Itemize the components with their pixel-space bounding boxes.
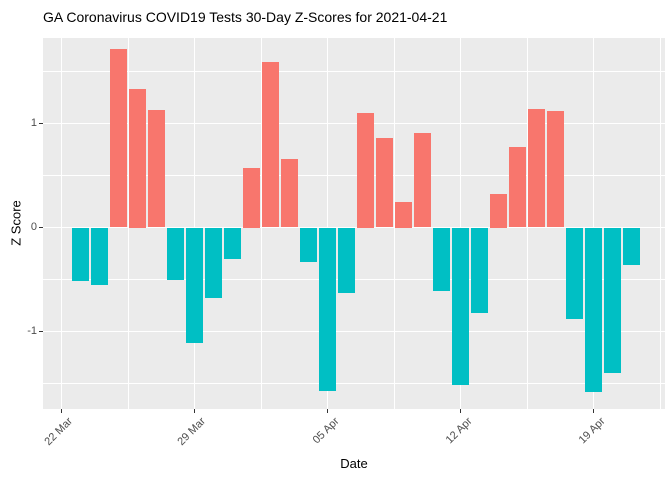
bar-17-apr bbox=[547, 111, 564, 228]
x-tick-mark bbox=[460, 409, 461, 413]
x-tick-mark bbox=[61, 409, 62, 413]
bar-02-apr bbox=[262, 62, 279, 228]
minor-gridline-x bbox=[260, 38, 262, 409]
bar-29-mar bbox=[186, 227, 203, 343]
minor-gridline-y bbox=[43, 175, 665, 176]
x-tick-mark bbox=[327, 409, 328, 413]
major-gridline-y bbox=[43, 122, 665, 125]
x-tick-label: 22 Mar bbox=[42, 415, 76, 448]
bar-06-apr bbox=[338, 227, 355, 294]
bar-23-mar bbox=[72, 227, 89, 281]
x-tick-mark bbox=[593, 409, 594, 413]
minor-gridline-y bbox=[43, 71, 665, 72]
bar-25-mar bbox=[110, 48, 127, 228]
minor-gridline-x bbox=[127, 38, 129, 409]
major-gridline-x bbox=[326, 38, 329, 409]
plot-panel bbox=[43, 38, 665, 409]
x-tick-label: 12 Apr bbox=[443, 415, 475, 447]
bar-12-apr bbox=[452, 227, 469, 385]
minor-gridline-x bbox=[659, 38, 661, 409]
bar-21-apr bbox=[623, 227, 640, 265]
bar-01-apr bbox=[243, 168, 260, 228]
bar-07-apr bbox=[357, 113, 374, 228]
major-gridline-x bbox=[592, 38, 595, 409]
minor-gridline-y bbox=[43, 383, 665, 384]
x-tick-label: 05 Apr bbox=[310, 415, 342, 447]
bar-27-mar bbox=[148, 109, 165, 228]
bar-08-apr bbox=[376, 138, 393, 228]
bar-28-mar bbox=[167, 227, 184, 280]
bar-16-apr bbox=[528, 108, 545, 228]
x-tick-label: 19 Apr bbox=[576, 415, 608, 447]
y-tick-label: 0 bbox=[30, 221, 37, 233]
bar-05-apr bbox=[319, 227, 336, 391]
x-tick-label: 29 Mar bbox=[175, 415, 209, 448]
minor-gridline-x bbox=[393, 38, 395, 409]
y-tick-mark bbox=[39, 122, 43, 124]
bar-11-apr bbox=[433, 227, 450, 291]
chart-title: GA Coronavirus COVID19 Tests 30-Day Z-Sc… bbox=[43, 9, 448, 25]
major-gridline-x bbox=[459, 38, 462, 409]
bar-03-apr bbox=[281, 158, 298, 228]
y-tick-label: -1 bbox=[27, 325, 37, 337]
x-axis-title: Date bbox=[340, 456, 368, 471]
bar-24-mar bbox=[91, 227, 108, 285]
bar-04-apr bbox=[300, 227, 317, 262]
major-gridline-y bbox=[43, 226, 665, 229]
major-gridline-x bbox=[193, 38, 196, 409]
bar-15-apr bbox=[509, 147, 526, 228]
bar-09-apr bbox=[395, 201, 412, 228]
y-axis-title: Z Score bbox=[8, 200, 24, 246]
bar-20-apr bbox=[604, 227, 621, 374]
bar-14-apr bbox=[490, 194, 507, 228]
bar-10-apr bbox=[414, 132, 431, 228]
x-tick-mark bbox=[194, 409, 195, 413]
bar-26-mar bbox=[129, 89, 146, 228]
bar-18-apr bbox=[566, 227, 583, 320]
major-gridline-y bbox=[43, 330, 665, 333]
y-tick-label: 1 bbox=[30, 116, 37, 129]
minor-gridline-x bbox=[526, 38, 528, 409]
bar-13-apr bbox=[471, 227, 488, 313]
bar-19-apr bbox=[585, 227, 602, 392]
major-gridline-x bbox=[60, 38, 63, 409]
bar-31-mar bbox=[224, 227, 241, 259]
bar-30-mar bbox=[205, 227, 222, 299]
y-tick-mark bbox=[39, 227, 43, 228]
y-tick-mark bbox=[39, 331, 43, 332]
